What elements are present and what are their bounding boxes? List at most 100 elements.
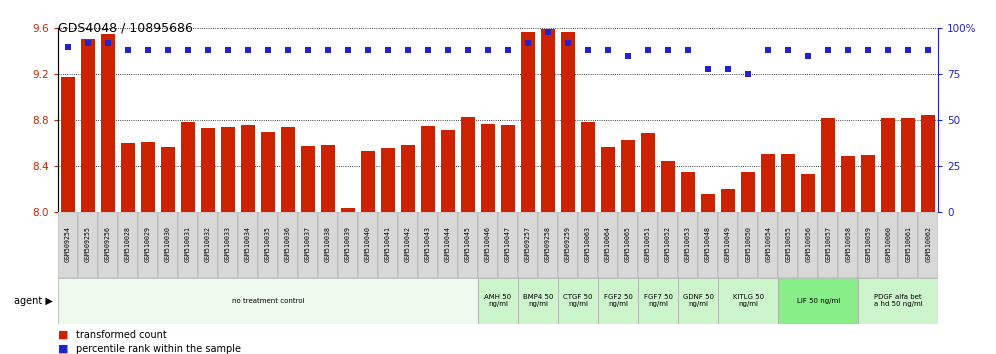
- Point: [540, 29, 556, 35]
- Bar: [818, 212, 839, 278]
- Bar: [198, 212, 218, 278]
- Text: GSM510028: GSM510028: [124, 226, 130, 262]
- Bar: [859, 278, 938, 324]
- Bar: [761, 154, 775, 212]
- Text: GSM510043: GSM510043: [425, 226, 431, 262]
- Bar: [842, 156, 856, 212]
- Point: [280, 47, 296, 53]
- Text: GSM510047: GSM510047: [505, 226, 511, 262]
- Text: GSM510048: GSM510048: [705, 226, 711, 262]
- Text: FGF2 50
ng/ml: FGF2 50 ng/ml: [604, 295, 632, 307]
- Bar: [178, 212, 198, 278]
- Bar: [641, 133, 655, 212]
- Text: GSM510064: GSM510064: [605, 226, 612, 262]
- Bar: [258, 212, 278, 278]
- Text: FGF7 50
ng/ml: FGF7 50 ng/ml: [643, 295, 672, 307]
- Bar: [478, 212, 498, 278]
- Point: [821, 47, 837, 53]
- Bar: [278, 212, 298, 278]
- Point: [360, 47, 375, 53]
- Bar: [681, 172, 695, 212]
- Bar: [839, 212, 859, 278]
- Bar: [498, 212, 518, 278]
- Bar: [160, 147, 175, 212]
- Text: GSM510053: GSM510053: [685, 226, 691, 262]
- Bar: [221, 127, 235, 212]
- Text: GDS4048 / 10895686: GDS4048 / 10895686: [58, 21, 192, 34]
- Text: GSM510052: GSM510052: [665, 226, 671, 262]
- Text: GSM509258: GSM509258: [545, 226, 551, 262]
- Text: GSM510058: GSM510058: [846, 226, 852, 262]
- Bar: [578, 212, 598, 278]
- Bar: [78, 212, 98, 278]
- Point: [520, 40, 536, 46]
- Bar: [561, 32, 575, 212]
- Bar: [401, 144, 415, 212]
- Text: PDGF alfa bet
a hd 50 ng/ml: PDGF alfa bet a hd 50 ng/ml: [873, 295, 922, 307]
- Bar: [418, 212, 438, 278]
- Bar: [558, 212, 578, 278]
- Bar: [201, 129, 215, 212]
- Text: GSM509255: GSM509255: [85, 226, 91, 262]
- Bar: [622, 140, 635, 212]
- Bar: [798, 212, 818, 278]
- Bar: [241, 125, 255, 212]
- Point: [760, 47, 776, 53]
- Text: GSM509254: GSM509254: [65, 226, 71, 262]
- Bar: [157, 212, 178, 278]
- Bar: [461, 117, 475, 212]
- Bar: [658, 212, 678, 278]
- Point: [60, 44, 76, 50]
- Bar: [738, 212, 758, 278]
- Point: [580, 47, 596, 53]
- Bar: [878, 212, 898, 278]
- Point: [640, 47, 656, 53]
- Text: GSM510030: GSM510030: [164, 226, 171, 262]
- Text: transformed count: transformed count: [76, 330, 166, 339]
- Text: KITLG 50
ng/ml: KITLG 50 ng/ml: [733, 295, 764, 307]
- Point: [900, 47, 916, 53]
- Bar: [338, 212, 358, 278]
- Text: GSM510029: GSM510029: [144, 226, 150, 262]
- Bar: [678, 212, 698, 278]
- Bar: [518, 278, 558, 324]
- Bar: [358, 212, 377, 278]
- Point: [200, 47, 216, 53]
- Bar: [881, 118, 895, 212]
- Bar: [341, 208, 355, 212]
- Bar: [58, 278, 478, 324]
- Bar: [478, 278, 518, 324]
- Bar: [678, 278, 718, 324]
- Text: CTGF 50
ng/ml: CTGF 50 ng/ml: [564, 295, 593, 307]
- Bar: [501, 125, 515, 212]
- Point: [861, 47, 876, 53]
- Text: GSM510049: GSM510049: [725, 226, 731, 262]
- Bar: [321, 144, 335, 212]
- Text: GSM510036: GSM510036: [285, 226, 291, 262]
- Text: GSM510040: GSM510040: [365, 226, 371, 262]
- Bar: [918, 212, 938, 278]
- Point: [240, 47, 256, 53]
- Point: [621, 53, 636, 59]
- Bar: [921, 115, 935, 212]
- Point: [601, 47, 617, 53]
- Bar: [58, 212, 78, 278]
- Point: [560, 40, 576, 46]
- Bar: [598, 212, 619, 278]
- Text: GSM510044: GSM510044: [445, 226, 451, 262]
- Bar: [781, 154, 795, 212]
- Text: GSM510045: GSM510045: [465, 226, 471, 262]
- Text: GSM510033: GSM510033: [225, 226, 231, 262]
- Text: GSM510042: GSM510042: [405, 226, 411, 262]
- Bar: [721, 189, 735, 212]
- Text: percentile rank within the sample: percentile rank within the sample: [76, 344, 241, 354]
- Text: GSM510034: GSM510034: [245, 226, 251, 262]
- Point: [380, 47, 396, 53]
- Bar: [638, 278, 678, 324]
- Bar: [121, 143, 134, 212]
- Point: [680, 47, 696, 53]
- Bar: [701, 194, 715, 212]
- Bar: [538, 212, 558, 278]
- Bar: [301, 145, 315, 212]
- Point: [420, 47, 436, 53]
